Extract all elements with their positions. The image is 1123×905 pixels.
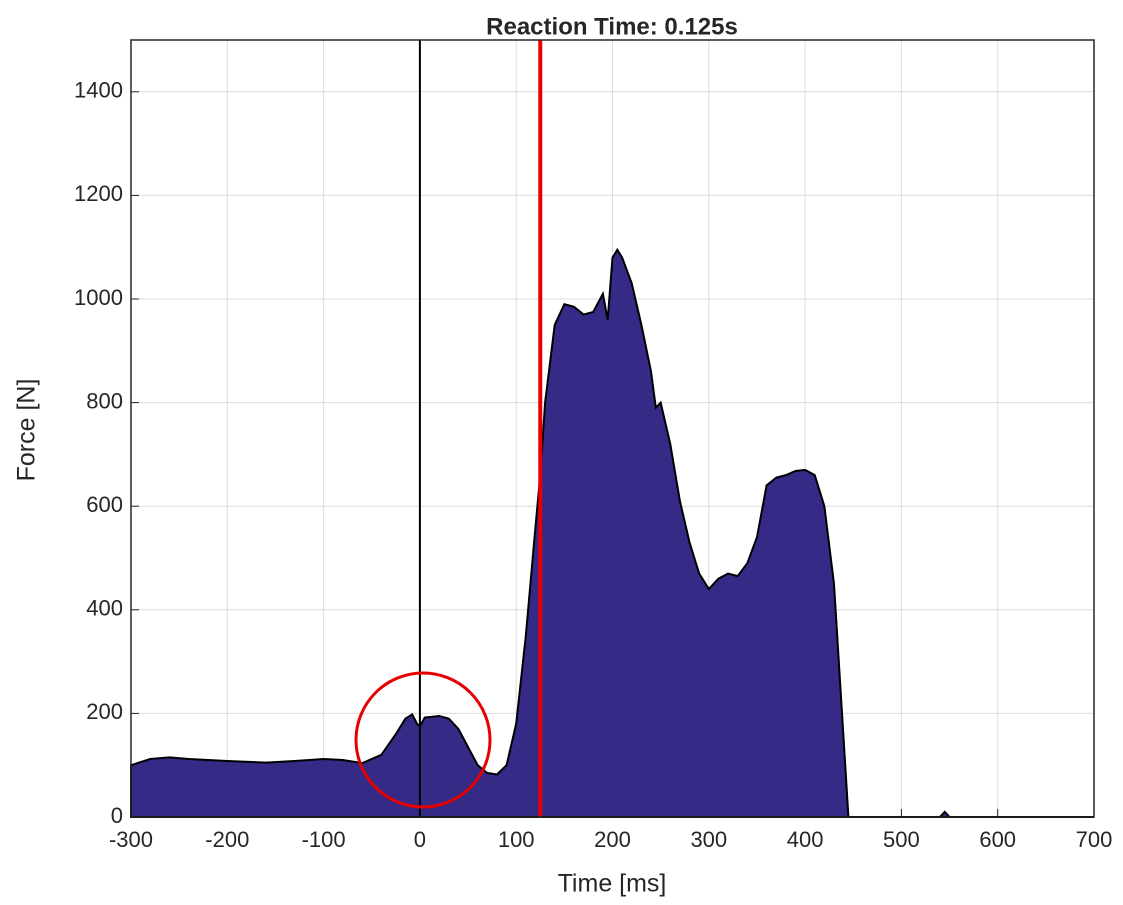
y-tick-label: 400 xyxy=(86,596,123,621)
area xyxy=(130,247,1094,818)
x-tick-label: -200 xyxy=(205,827,249,852)
y-axis-label: Force [N] xyxy=(13,379,41,482)
x-tick-label: 100 xyxy=(498,827,535,852)
y-tick-label: 200 xyxy=(86,699,123,724)
highlight-circle xyxy=(354,671,492,809)
y-tick-label: 1200 xyxy=(74,181,123,206)
x-tick-label: 500 xyxy=(883,827,920,852)
y-tick-label: 1000 xyxy=(74,285,123,310)
x-tick-label: 0 xyxy=(414,827,426,852)
y-tick-label: 0 xyxy=(111,803,123,828)
y-tick-label: 600 xyxy=(86,492,123,517)
x-tick-label: 600 xyxy=(979,827,1016,852)
y-tick-label: 1400 xyxy=(74,78,123,103)
x-tick-label: -300 xyxy=(109,827,153,852)
x-tick-label: -100 xyxy=(302,827,346,852)
x-axis-label: Time [ms] xyxy=(558,870,667,898)
chart-title: Reaction Time: 0.125s xyxy=(486,13,738,40)
plot-frame xyxy=(130,39,1095,818)
x-tick-label: 400 xyxy=(787,827,824,852)
y-tick-label: 800 xyxy=(86,388,123,413)
x-tick-label: 200 xyxy=(594,827,631,852)
x-tick-label: 700 xyxy=(1076,827,1113,852)
x-tick-label: 300 xyxy=(690,827,727,852)
